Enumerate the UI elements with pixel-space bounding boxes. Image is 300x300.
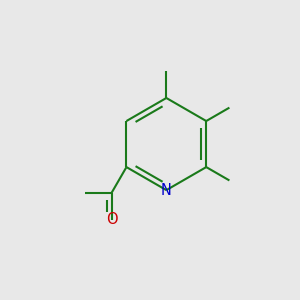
- Text: N: N: [161, 183, 172, 198]
- Text: O: O: [106, 212, 117, 227]
